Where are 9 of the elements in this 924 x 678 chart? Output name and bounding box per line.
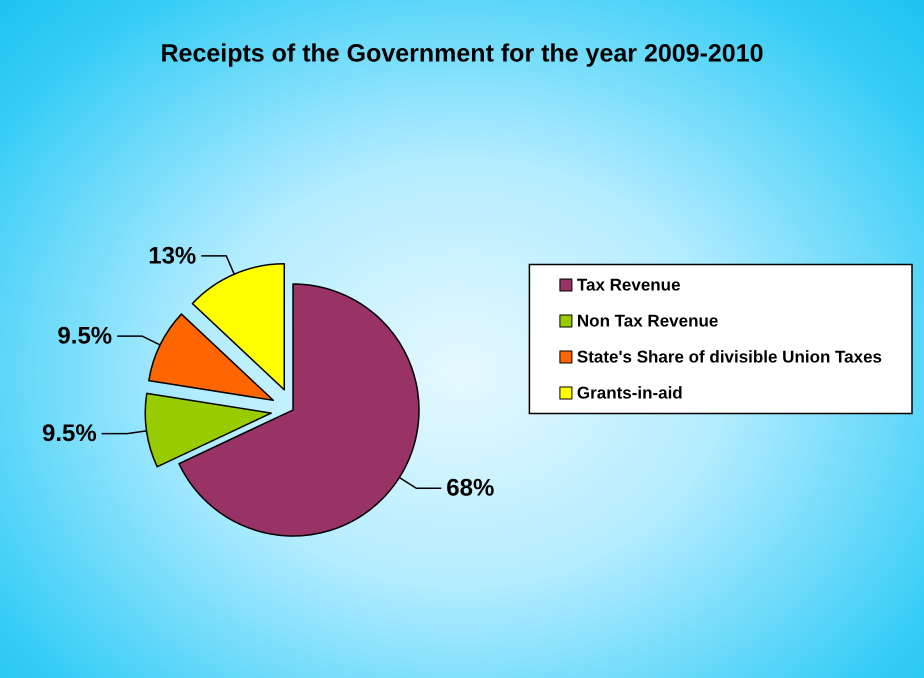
legend-label: Tax Revenue bbox=[576, 276, 681, 294]
legend-label: Grants-in-aid bbox=[576, 384, 683, 402]
data-label: 9.5% bbox=[42, 420, 97, 448]
legend-label: State's Share of divisible Union Taxes bbox=[576, 348, 882, 366]
data-label: 9.5% bbox=[57, 322, 112, 350]
data-label: 68% bbox=[446, 474, 494, 502]
data-label: 13% bbox=[148, 242, 196, 270]
legend-label: Non Tax Revenue bbox=[576, 312, 718, 330]
chart-title: Receipts of the Government for the year 2009-2010 bbox=[160, 40, 764, 68]
